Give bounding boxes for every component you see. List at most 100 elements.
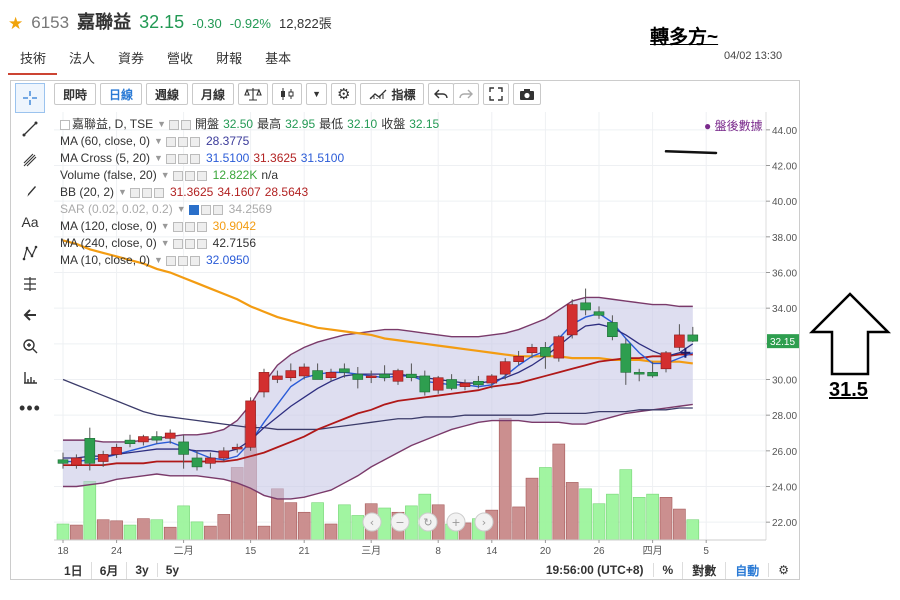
volume-bar	[96, 519, 110, 541]
legend-ma10[interactable]: MA (10, close, 0) ▼ 32.0950	[60, 253, 250, 267]
candle-body	[285, 370, 297, 379]
zoom-in-icon[interactable]	[15, 331, 45, 361]
favorite-star-icon[interactable]: ★	[8, 14, 24, 33]
candle-body	[84, 438, 96, 464]
candle-body	[365, 375, 377, 379]
tab-basics[interactable]: 基本	[265, 51, 292, 66]
annotation-arrow-label: 31.5	[829, 379, 868, 401]
after-hours-label[interactable]: ● 盤後數據	[704, 119, 763, 133]
fullscreen-icon[interactable]	[483, 83, 510, 105]
candle-body	[513, 356, 524, 362]
collapse-icon[interactable]	[60, 119, 70, 130]
legend-ma60[interactable]: MA (60, close, 0) ▼ 28.3775	[60, 134, 250, 148]
volume-bar	[632, 497, 646, 541]
intraday-button[interactable]: 即時	[54, 83, 97, 105]
brush-icon[interactable]	[15, 176, 45, 206]
tab-institutional[interactable]: 法人	[69, 51, 96, 66]
weekly-button[interactable]: 週線	[146, 83, 189, 105]
after-hours-text: 盤後數據	[714, 119, 763, 133]
macross-value-2: 31.3625	[253, 151, 297, 165]
redo-icon[interactable]	[453, 83, 480, 105]
fib-icon[interactable]	[15, 269, 45, 299]
bb-value-2: 34.1607	[217, 185, 261, 199]
caret-icon[interactable]: ▼	[157, 119, 167, 129]
candle-body	[580, 302, 591, 311]
candle-body	[593, 311, 605, 316]
candle-body	[406, 373, 417, 379]
log-toggle[interactable]: 對數	[682, 561, 725, 579]
nav-next-icon[interactable]	[474, 512, 494, 532]
y-tick-label: 28.00	[772, 411, 797, 422]
volume-bar	[592, 503, 606, 541]
indicator-legend: 嘉聯益, D, TSE ▼ 開盤 32.50 最高 32.95 最低 32.10…	[60, 116, 443, 269]
camera-icon[interactable]	[513, 83, 542, 105]
tab-financials[interactable]: 財報	[216, 51, 243, 66]
stock-price: 32.15	[139, 12, 185, 32]
range-1d[interactable]: 1日	[56, 561, 92, 579]
more-icon[interactable]: •••	[19, 397, 41, 418]
nav-next-icon-glyph: ›	[482, 516, 486, 529]
volume-bar	[257, 525, 271, 541]
price-chart[interactable]: 44.0042.0040.0038.0036.0034.0032.0030.00…	[54, 112, 799, 560]
text-tool-icon[interactable]: Aa	[21, 214, 39, 230]
macross-value-3: 31.5100	[300, 151, 345, 165]
ma120-line	[62, 239, 693, 365]
range-6m[interactable]: 6月	[92, 561, 128, 579]
x-tick-label: 8	[435, 546, 441, 557]
candle-body	[97, 454, 109, 462]
daily-button[interactable]: 日線	[100, 83, 143, 105]
auto-toggle[interactable]: 自動	[725, 561, 768, 579]
legend-bb[interactable]: BB (20, 2) ▼ 31.3625 34.1607 28.5643	[60, 185, 309, 199]
legend-ma120[interactable]: MA (120, close, 0) ▼ 30.9042	[60, 219, 257, 233]
nav-reset-icon-glyph: ↻	[423, 516, 432, 529]
legend-main: 嘉聯益, D, TSE ▼ 開盤 32.50 最高 32.95 最低 32.10…	[60, 116, 443, 133]
legend-volume[interactable]: Volume (false, 20) ▼ 12.822K n/a	[60, 168, 279, 182]
nav-reset-icon[interactable]	[418, 512, 438, 532]
trend-line-icon[interactable]	[15, 114, 45, 144]
tab-technical[interactable]: 技術	[8, 46, 58, 75]
candle-body	[191, 457, 203, 468]
volume-bar	[190, 521, 204, 541]
tab-revenue[interactable]: 營收	[167, 51, 194, 66]
x-tick-label: 21	[299, 546, 311, 557]
chevron-down-icon[interactable]: ▼	[306, 83, 327, 105]
settings-small-icon[interactable]	[181, 119, 192, 130]
range-3y[interactable]: 3y	[127, 563, 158, 577]
nav-zoom-out-icon[interactable]	[390, 512, 410, 532]
sar-value: 34.2569	[228, 202, 273, 216]
legend-ma240[interactable]: MA (240, close, 0) ▼ 42.7156	[60, 236, 257, 250]
undo-icon[interactable]	[428, 83, 455, 105]
tab-margin[interactable]: 資券	[118, 51, 145, 66]
monthly-button[interactable]: 月線	[192, 83, 235, 105]
last-price-label: 32.15	[770, 337, 795, 348]
candle-body	[473, 380, 484, 386]
arrow-left-icon[interactable]	[15, 300, 45, 330]
y-tick-label: 22.00	[772, 518, 797, 529]
nav-prev-icon[interactable]	[362, 512, 382, 532]
eye-icon[interactable]	[169, 119, 180, 130]
candle-style-icon[interactable]	[272, 83, 303, 105]
legend-macross[interactable]: MA Cross (5, 20) ▼ 31.5100 31.3625 31.510…	[60, 151, 345, 165]
measure-icon[interactable]	[15, 362, 45, 392]
compare-scale-icon[interactable]	[238, 83, 269, 105]
gear-icon[interactable]: ⚙	[330, 83, 357, 105]
percent-toggle[interactable]: %	[652, 563, 683, 577]
candle-body	[151, 436, 163, 441]
candle-body	[57, 459, 69, 464]
crosshair-icon[interactable]	[15, 83, 45, 113]
candle-body	[164, 432, 176, 439]
candle-body	[486, 375, 498, 384]
pitchfork-icon[interactable]	[15, 145, 45, 175]
indicators-button[interactable]: 指標	[360, 83, 425, 105]
trade-volume: 12,822張	[278, 16, 332, 31]
range-5y[interactable]: 5y	[165, 563, 180, 577]
legend-sar[interactable]: SAR (0.02, 0.02, 0.2) ▼ 34.2569	[60, 202, 273, 216]
close-value: 32.15	[409, 117, 440, 131]
pattern-icon[interactable]	[15, 238, 45, 268]
indicators-label: 指標	[391, 87, 416, 102]
nav-zoom-in-icon[interactable]	[446, 512, 466, 532]
candle-body	[419, 375, 431, 393]
open-label: 開盤	[195, 117, 220, 131]
bottom-gear-icon[interactable]: ⚙	[768, 563, 798, 577]
price-change-percent: -0.92%	[229, 16, 271, 31]
